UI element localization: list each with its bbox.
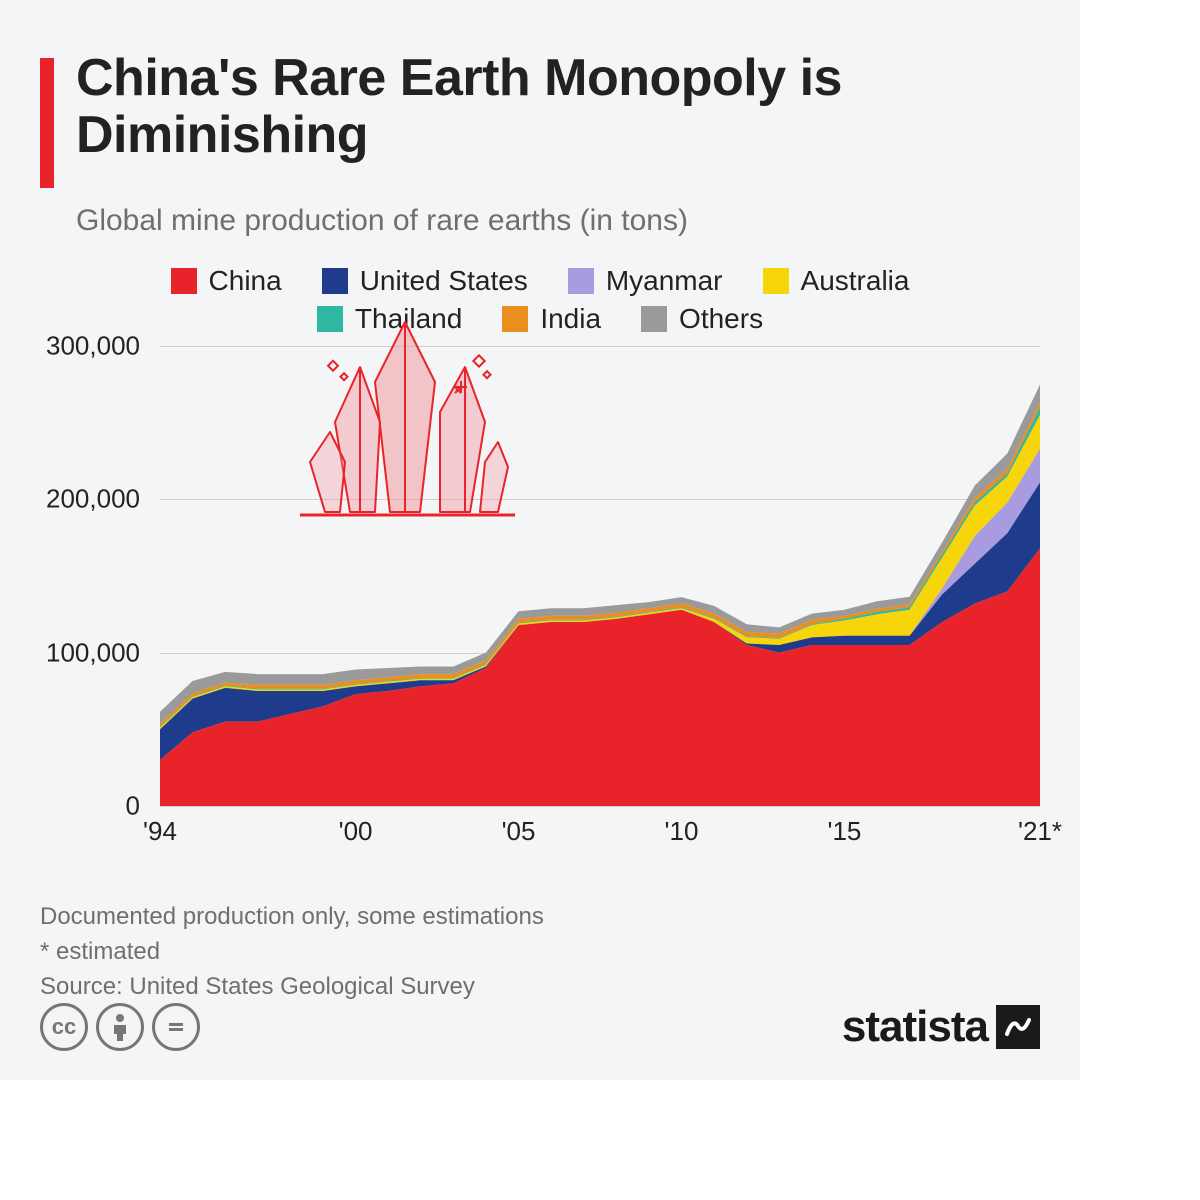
ytick-label: 300,000 — [46, 331, 140, 362]
source-line: Source: United States Geological Survey — [40, 970, 1040, 1005]
legend-item: Australia — [763, 265, 910, 297]
legend-label: India — [540, 303, 601, 335]
legend-label: Australia — [801, 265, 910, 297]
xtick-label: '05 — [502, 816, 536, 847]
legend-label: Myanmar — [606, 265, 723, 297]
footnote-line: Documented production only, some estimat… — [40, 900, 1040, 935]
xtick-label: '00 — [339, 816, 373, 847]
footnote-line: * estimated — [40, 935, 1040, 970]
ytick-label: 200,000 — [46, 484, 140, 515]
legend-swatch — [171, 268, 197, 294]
ytick-label: 100,000 — [46, 637, 140, 668]
cc-icon: cc — [40, 1003, 88, 1051]
xtick-label: '21* — [1018, 816, 1062, 847]
xtick-label: '15 — [827, 816, 861, 847]
legend-swatch — [763, 268, 789, 294]
accent-bar — [40, 58, 54, 188]
legend-item: United States — [322, 265, 528, 297]
legend-item: Others — [641, 303, 763, 335]
legend-label: China — [209, 265, 282, 297]
nd-icon — [152, 1003, 200, 1051]
legend-item: Myanmar — [568, 265, 723, 297]
brand: statista — [842, 1002, 1040, 1052]
chart: 0100,000200,000300,000 '94'00'05'10'15'2… — [40, 346, 1040, 866]
legend: ChinaUnited StatesMyanmarAustraliaThaila… — [40, 262, 1040, 338]
ytick-label: 0 — [126, 791, 140, 822]
footnotes: Documented production only, some estimat… — [40, 900, 1040, 1004]
xtick-label: '10 — [665, 816, 699, 847]
xtick-label: '94 — [143, 816, 177, 847]
legend-swatch — [568, 268, 594, 294]
by-icon — [96, 1003, 144, 1051]
gridline — [160, 806, 1040, 807]
brand-mark-icon — [996, 1005, 1040, 1049]
legend-item: China — [171, 265, 282, 297]
legend-label: United States — [360, 265, 528, 297]
crystal-icon — [280, 312, 530, 522]
legend-swatch — [641, 306, 667, 332]
legend-label: Others — [679, 303, 763, 335]
legend-swatch — [322, 268, 348, 294]
footer: cc statista — [40, 1002, 1040, 1052]
infographic-container: China's Rare Earth Monopoly is Diminishi… — [0, 0, 1080, 1080]
subtitle: Global mine production of rare earths (i… — [76, 204, 1040, 238]
page-title: China's Rare Earth Monopoly is Diminishi… — [76, 50, 1040, 188]
brand-text: statista — [842, 1002, 988, 1052]
license-icons: cc — [40, 1003, 200, 1051]
header: China's Rare Earth Monopoly is Diminishi… — [40, 50, 1040, 188]
